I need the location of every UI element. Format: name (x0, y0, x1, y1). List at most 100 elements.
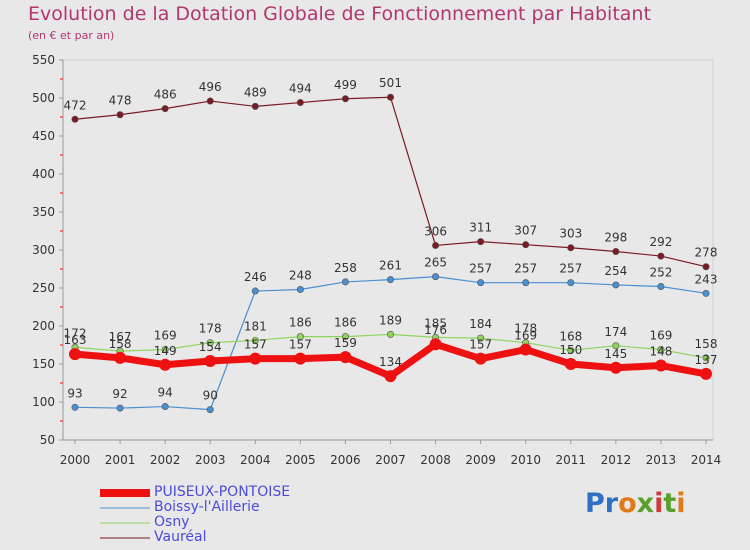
data-label: 486 (154, 88, 177, 102)
data-point (657, 252, 665, 260)
data-label: 303 (559, 227, 582, 241)
x-tick-label: 2011 (556, 453, 587, 467)
data-point (206, 339, 214, 347)
data-label: 134 (379, 355, 402, 369)
data-point (386, 330, 394, 338)
data-label: 169 (154, 329, 177, 343)
data-point (249, 352, 262, 365)
data-point (657, 282, 665, 290)
data-point (612, 342, 620, 350)
data-label: 149 (154, 344, 177, 358)
data-point (341, 95, 349, 103)
data-label: 93 (67, 386, 82, 400)
data-point (294, 352, 307, 365)
data-point (567, 244, 575, 252)
data-point (161, 105, 169, 113)
legend-label: PUISEUX-PONTOISE (154, 484, 291, 500)
data-point (432, 273, 440, 281)
legend-label: Osny (154, 514, 190, 530)
data-label: 254 (604, 264, 627, 278)
y-tick-label: 50 (40, 433, 55, 447)
data-point (204, 354, 217, 367)
x-tick-label: 2003 (195, 453, 226, 467)
x-tick-label: 2014 (691, 453, 722, 467)
legend-swatch (100, 537, 150, 538)
chart-subtitle: (en € et par an) (28, 29, 115, 42)
data-label: 174 (604, 325, 627, 339)
data-label: 163 (64, 333, 87, 347)
data-label: 159 (334, 336, 357, 350)
y-tick-label: 400 (32, 167, 55, 181)
legend-swatch (100, 522, 150, 523)
data-label: 176 (424, 323, 447, 337)
data-point (251, 336, 259, 344)
data-point (522, 279, 530, 287)
data-label: 172 (64, 326, 87, 340)
data-point (657, 346, 665, 354)
x-tick-label: 2000 (60, 453, 91, 467)
chart-title: Evolution de la Dotation Globale de Fonc… (28, 3, 651, 25)
data-label: 169 (649, 329, 672, 343)
data-point (251, 102, 259, 110)
legend-swatch (100, 507, 150, 508)
data-label: 306 (424, 224, 447, 238)
x-tick-label: 2001 (105, 453, 136, 467)
data-point (251, 287, 259, 295)
data-label: 258 (334, 261, 357, 275)
data-point (612, 248, 620, 256)
data-point (477, 334, 485, 342)
data-label: 265 (424, 256, 447, 270)
data-point (700, 367, 712, 380)
data-point (341, 333, 349, 341)
data-label: 90 (203, 389, 218, 403)
y-tick-label: 250 (32, 281, 55, 295)
data-label: 157 (289, 338, 312, 352)
x-tick-label: 2007 (375, 453, 406, 467)
data-label: 248 (289, 269, 312, 283)
data-label: 307 (514, 224, 537, 238)
y-tick-label: 500 (32, 91, 55, 105)
data-label: 181 (244, 319, 267, 333)
data-label: 157 (469, 338, 492, 352)
data-label: 137 (695, 353, 718, 367)
data-label: 158 (109, 337, 132, 351)
data-point (702, 289, 710, 297)
data-label: 311 (469, 221, 492, 235)
data-point (519, 343, 532, 356)
data-point (161, 346, 169, 354)
data-label: 478 (109, 94, 132, 108)
x-tick-label: 2005 (285, 453, 316, 467)
data-point (609, 361, 622, 374)
data-label: 167 (109, 330, 132, 344)
data-point (702, 263, 710, 271)
y-tick-label: 350 (32, 205, 55, 219)
data-label: 145 (604, 347, 627, 361)
y-tick-label: 200 (32, 319, 55, 333)
data-point (159, 358, 172, 371)
proxiti-logo: Proxiti (585, 488, 686, 519)
y-tick-label: 450 (32, 129, 55, 143)
x-tick-label: 2010 (510, 453, 541, 467)
data-point (161, 403, 169, 411)
data-point (296, 286, 304, 294)
y-tick-label: 300 (32, 243, 55, 257)
data-point (654, 359, 667, 372)
data-label: 257 (559, 262, 582, 276)
data-label: 252 (649, 265, 672, 279)
data-label: 157 (244, 338, 267, 352)
data-point (567, 346, 575, 354)
data-point (477, 238, 485, 246)
data-label: 261 (379, 259, 402, 273)
data-point (116, 404, 124, 412)
data-label: 94 (158, 386, 173, 400)
data-label: 186 (334, 316, 357, 330)
data-label: 499 (334, 78, 357, 92)
data-label: 501 (379, 76, 402, 90)
data-point (69, 348, 81, 361)
x-tick-label: 2008 (420, 453, 451, 467)
data-label: 186 (289, 316, 312, 330)
data-label: 257 (469, 262, 492, 276)
data-point (116, 111, 124, 119)
data-point (477, 279, 485, 287)
data-point (564, 358, 577, 370)
